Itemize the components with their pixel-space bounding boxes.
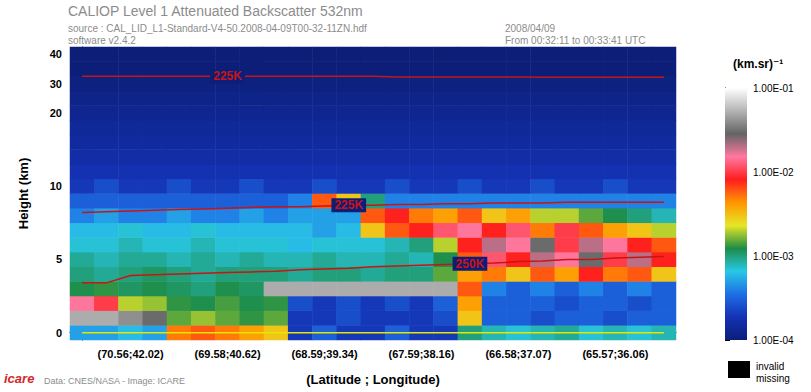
- svg-text:Height (km): Height (km): [16, 158, 31, 230]
- svg-text:20: 20: [50, 107, 62, 119]
- svg-text:From 00:32:11 to 00:33:41 UTC: From 00:32:11 to 00:33:41 UTC: [505, 35, 645, 46]
- svg-text:(Latitude ; Longitude): (Latitude ; Longitude): [306, 372, 440, 387]
- svg-text:250K: 250K: [456, 257, 485, 271]
- svg-text:0: 0: [56, 327, 62, 339]
- svg-text:(65.57;36.06): (65.57;36.06): [582, 348, 648, 360]
- svg-text:(km.sr)⁻¹: (km.sr)⁻¹: [733, 57, 783, 71]
- svg-text:invalid: invalid: [756, 361, 784, 372]
- svg-text:(68.59;39.34): (68.59;39.34): [291, 348, 357, 360]
- svg-text:icare: icare: [4, 371, 34, 386]
- svg-text:1.00E-02: 1.00E-02: [753, 167, 794, 178]
- svg-text:(66.58;37.07): (66.58;37.07): [485, 348, 551, 360]
- svg-text:1.00E-04: 1.00E-04: [753, 335, 794, 346]
- svg-text:225K: 225K: [334, 198, 363, 212]
- svg-text:CALIOP Level 1 Attenuated Back: CALIOP Level 1 Attenuated Backscatter 53…: [68, 3, 363, 19]
- svg-text:(67.59;38.16): (67.59;38.16): [388, 348, 454, 360]
- svg-text:10: 10: [50, 180, 62, 192]
- svg-text:Data: CNES/NASA - Image: ICARE: Data: CNES/NASA - Image: ICARE: [44, 376, 185, 386]
- svg-text:225K: 225K: [213, 69, 242, 83]
- svg-text:software v2.4.2: software v2.4.2: [68, 35, 136, 46]
- svg-text:40: 40: [50, 48, 62, 60]
- svg-text:30: 30: [50, 78, 62, 90]
- svg-text:1.00E-01: 1.00E-01: [753, 83, 794, 94]
- svg-text:(69.58;40.62): (69.58;40.62): [195, 348, 261, 360]
- svg-text:missing: missing: [756, 373, 790, 384]
- svg-text:source : CAL_LID_L1-Standard-V: source : CAL_LID_L1-Standard-V4-50.2008-…: [68, 23, 367, 34]
- svg-text:5: 5: [56, 253, 62, 265]
- svg-text:2008/04/09: 2008/04/09: [505, 23, 555, 34]
- svg-text:(70.56;42.02): (70.56;42.02): [98, 348, 164, 360]
- svg-text:1.00E-03: 1.00E-03: [753, 251, 794, 262]
